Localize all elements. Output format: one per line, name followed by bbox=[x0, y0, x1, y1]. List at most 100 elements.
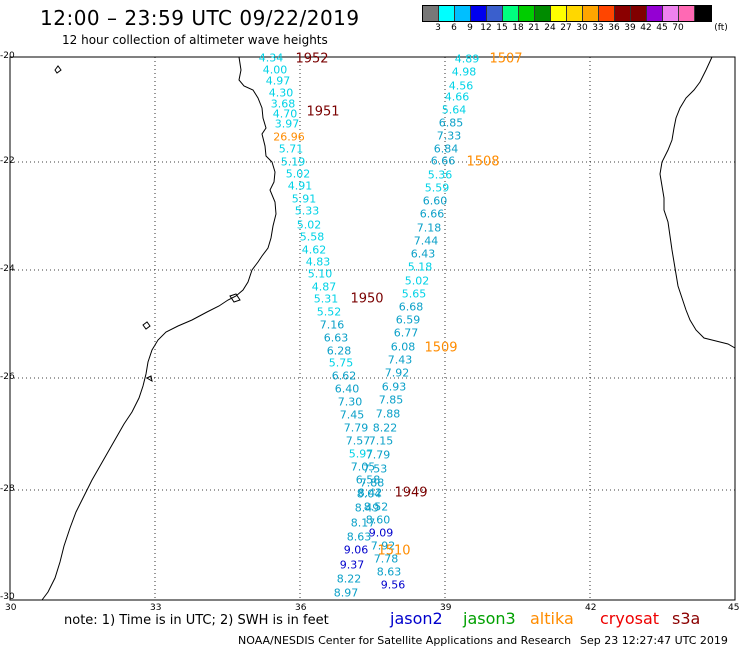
wave-height-value: 7.18 bbox=[416, 221, 442, 235]
wave-height-value: 5.59 bbox=[424, 181, 450, 195]
legend-jason2: jason2 bbox=[390, 609, 443, 628]
colorbar-tick-label: 45 bbox=[656, 23, 668, 33]
latitude-label: -22 bbox=[0, 156, 15, 166]
orbit-number-label: 1949 bbox=[394, 485, 428, 501]
colorbar-tick-label: 6 bbox=[451, 23, 457, 33]
wave-height-value: 4.62 bbox=[301, 243, 327, 257]
wave-height-value: 8.97 bbox=[333, 586, 359, 600]
colorbar-tick-label: 42 bbox=[640, 23, 652, 33]
wave-height-value: 8.60 bbox=[365, 513, 391, 527]
wave-height-value: 5.33 bbox=[294, 204, 320, 218]
wave-height-value: 9.09 bbox=[368, 526, 394, 540]
wave-height-value: 6.66 bbox=[430, 154, 456, 168]
wave-height-value: 4.97 bbox=[265, 74, 291, 88]
latitude-label: -28 bbox=[0, 484, 15, 494]
latitude-label: -30 bbox=[0, 592, 15, 602]
colorbar-swatch bbox=[535, 6, 551, 21]
wave-height-value: 5.36 bbox=[427, 168, 453, 182]
wave-height-value: 7.43 bbox=[387, 353, 413, 367]
colorbar-swatch bbox=[551, 6, 567, 21]
wave-height-value: 5.71 bbox=[278, 142, 304, 156]
colorbar-swatch bbox=[455, 6, 471, 21]
legend-cryosat: cryosat bbox=[600, 609, 660, 628]
madagascar-coastline bbox=[659, 56, 736, 349]
colorbar-tick-label: 15 bbox=[496, 23, 508, 33]
wave-height-value: 9.37 bbox=[339, 558, 365, 572]
wave-height-value: 6.58 bbox=[355, 473, 381, 487]
longitude-label: 30 bbox=[5, 603, 17, 613]
wave-height-value: 5.97 bbox=[348, 447, 374, 461]
wave-height-value: 7.53 bbox=[362, 462, 388, 476]
wave-height-value: 5.02 bbox=[285, 167, 311, 181]
wave-height-value: 7.30 bbox=[337, 395, 363, 409]
wave-height-value: 3.68 bbox=[270, 97, 296, 111]
wave-height-value: 7.92 bbox=[384, 366, 410, 380]
colorbar-tick-label: 39 bbox=[624, 23, 636, 33]
wave-height-colorbar bbox=[422, 5, 712, 22]
wave-height-value: 6.08 bbox=[390, 340, 416, 354]
wave-height-value: 6.66 bbox=[419, 207, 445, 221]
latitude-label: -24 bbox=[0, 264, 15, 274]
colorbar-swatch bbox=[471, 6, 487, 21]
wave-height-value: 4.30 bbox=[268, 86, 294, 100]
wave-height-value: 5.52 bbox=[316, 305, 342, 319]
latitude-label: -26 bbox=[0, 372, 15, 382]
wave-height-value: 4.91 bbox=[287, 179, 313, 193]
note-text: note: 1) Time is in UTC; 2) SWH is in fe… bbox=[64, 613, 329, 628]
orbit-number-label: 1507 bbox=[489, 51, 523, 67]
colorbar-swatch bbox=[487, 6, 503, 21]
longitude-label: 33 bbox=[150, 603, 162, 613]
wave-height-value: 9.56 bbox=[380, 578, 406, 592]
colorbar-tick-label: 24 bbox=[544, 23, 556, 33]
wave-height-value: 7.05 bbox=[350, 460, 376, 474]
orbit-number-label: 1950 bbox=[350, 291, 384, 307]
colorbar-swatch bbox=[615, 6, 631, 21]
wave-height-value: 4.87 bbox=[311, 280, 337, 294]
colorbar-swatch bbox=[423, 6, 439, 21]
wave-height-value: 4.66 bbox=[444, 90, 470, 104]
wave-height-value: 9.06 bbox=[343, 543, 369, 557]
orbit-number-label: 1510 bbox=[377, 543, 411, 559]
orbit-number-label: 1951 bbox=[306, 104, 340, 120]
wave-height-value: 6.62 bbox=[331, 369, 357, 383]
wave-height-value: 5.58 bbox=[299, 230, 325, 244]
wave-height-value: 6.28 bbox=[326, 344, 352, 358]
wave-height-value: 6.40 bbox=[334, 382, 360, 396]
legend-altika: altika bbox=[530, 609, 574, 628]
wave-height-value: 7.92 bbox=[370, 539, 396, 553]
colorbar-swatch bbox=[503, 6, 519, 21]
wave-height-value: 7.79 bbox=[365, 448, 391, 462]
colorbar-swatch bbox=[647, 6, 663, 21]
colorbar-tick-label: 12 bbox=[480, 23, 492, 33]
colorbar-tick-label: 70 bbox=[672, 23, 684, 33]
colorbar-swatch bbox=[631, 6, 647, 21]
wave-height-value: 8.63 bbox=[376, 565, 402, 579]
colorbar-swatch bbox=[583, 6, 599, 21]
colorbar-tick-label: 21 bbox=[528, 23, 540, 33]
wave-height-value: 8.42 bbox=[357, 486, 383, 500]
africa-coastline bbox=[41, 56, 277, 601]
wave-height-value: 4.83 bbox=[305, 255, 331, 269]
wave-height-value: 7.16 bbox=[319, 318, 345, 332]
wave-height-value: 8.52 bbox=[363, 500, 389, 514]
wave-height-value: 6.85 bbox=[438, 116, 464, 130]
colorbar-tick-label: 36 bbox=[608, 23, 620, 33]
wave-height-value: 7.88 bbox=[359, 476, 385, 490]
colorbar-tick-label: 3 bbox=[435, 23, 441, 33]
colorbar-swatch bbox=[695, 6, 711, 21]
colorbar-swatch bbox=[663, 6, 679, 21]
wave-height-value: 5.02 bbox=[296, 218, 322, 232]
wave-height-value: 8.22 bbox=[336, 572, 362, 586]
wave-height-value: 7.44 bbox=[413, 234, 439, 248]
wave-height-value: 7.79 bbox=[343, 421, 369, 435]
wave-height-value: 4.00 bbox=[262, 63, 288, 77]
colorbar-swatch bbox=[679, 6, 695, 21]
wave-height-value: 5.75 bbox=[328, 356, 354, 370]
wave-height-value: 4.70 bbox=[272, 107, 298, 121]
wave-height-value: 3.97 bbox=[274, 117, 300, 131]
wave-height-value: 5.64 bbox=[441, 103, 467, 117]
map-title: 12:00 – 23:59 UTC 09/22/2019 bbox=[40, 6, 360, 30]
colorbar-tick-label: 30 bbox=[576, 23, 588, 33]
wave-height-value: 6.59 bbox=[395, 313, 421, 327]
